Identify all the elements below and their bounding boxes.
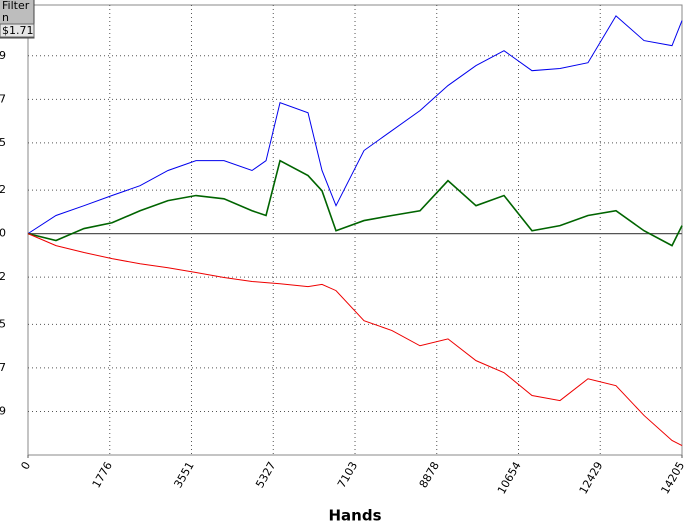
x-axis-label: Hands — [328, 507, 381, 525]
y-tick-label: 0 — [0, 227, 6, 240]
overlay-value-box — [0, 23, 35, 38]
y-tick-label: 12 — [0, 183, 6, 196]
overlay-title: Filter — [2, 0, 30, 12]
overlay-line: n — [2, 11, 9, 24]
y-tick-label: -37 — [0, 361, 6, 374]
y-tick-label: -25 — [0, 317, 6, 330]
y-tick-label: 37 — [0, 92, 6, 105]
series-line — [27, 233, 683, 447]
series-line — [27, 159, 683, 247]
y-tick-label: 25 — [0, 136, 6, 149]
overlay-value: $1.71 — [2, 24, 34, 37]
y-tick-label: -12 — [0, 270, 6, 283]
series-line — [27, 15, 683, 235]
y-tick-label: -49 — [0, 404, 6, 417]
y-tick-label: 49 — [0, 49, 6, 62]
